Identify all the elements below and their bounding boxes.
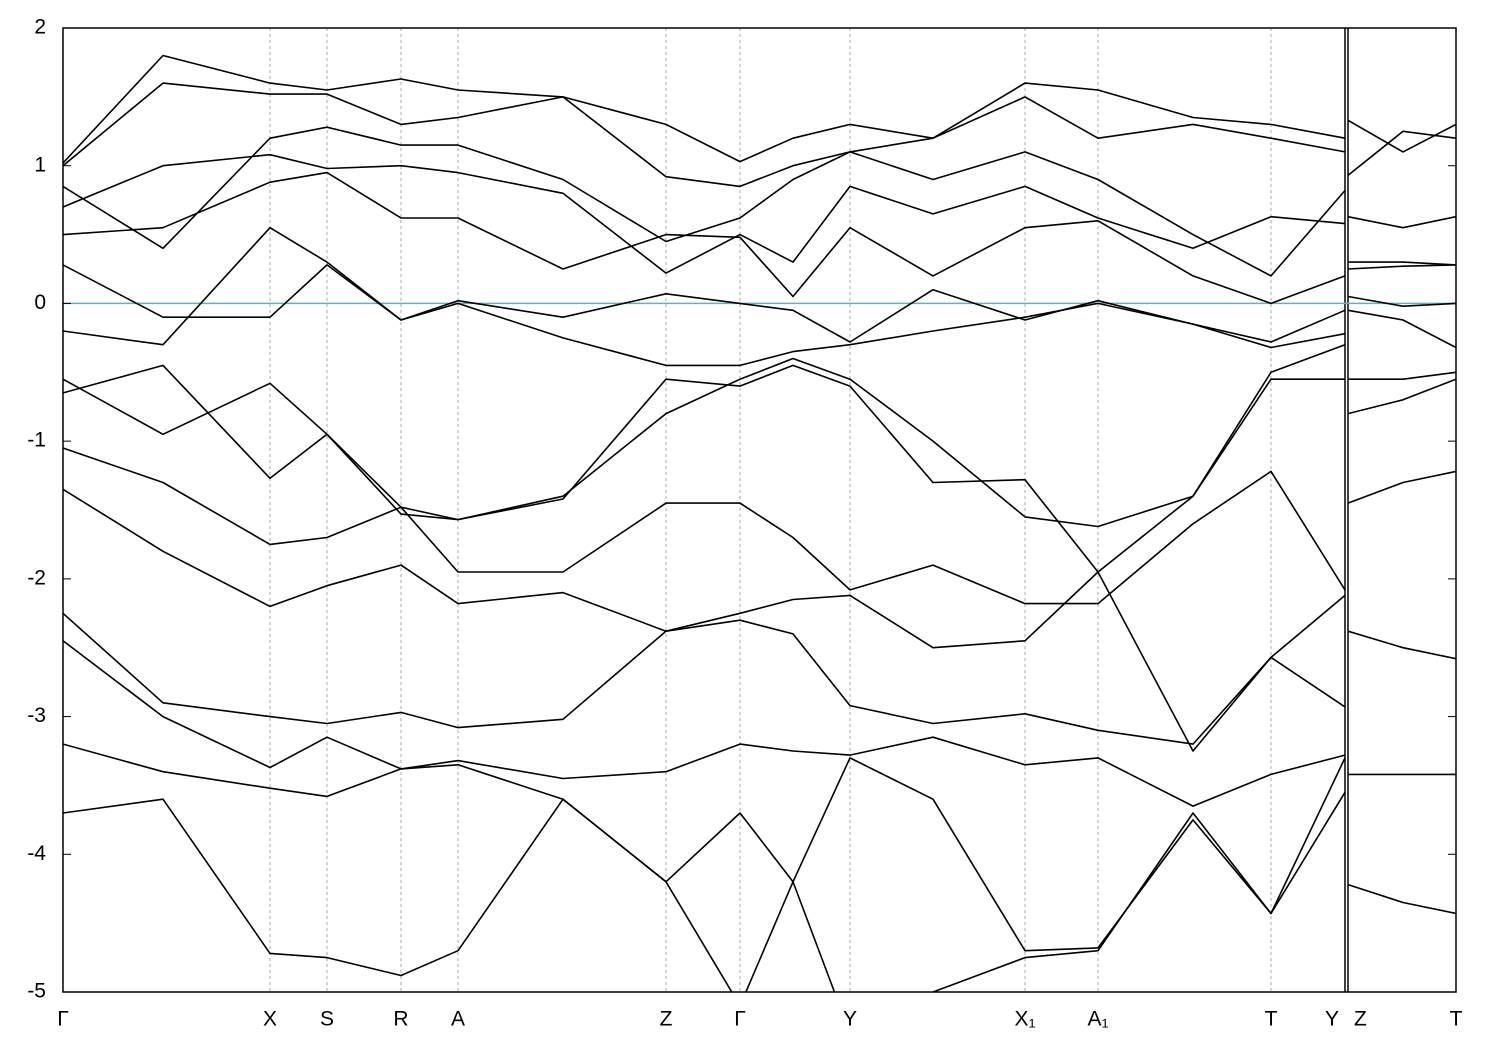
x-tick-label: S: [320, 1008, 334, 1031]
y-tick-label: -5: [27, 980, 46, 1003]
band: [63, 226, 1456, 367]
x-tick-label: Γ: [734, 1008, 746, 1031]
band: [63, 640, 1456, 915]
band: [63, 612, 1456, 776]
bands: [63, 54, 1456, 992]
x-tick-label: T: [1265, 1008, 1278, 1031]
grid: [62, 28, 1457, 992]
plot-frame: [62, 27, 1457, 993]
x-tick-label: X: [263, 1008, 277, 1031]
y-tick-label: 0: [34, 291, 46, 314]
band: [63, 264, 1456, 349]
y-tick-label: -2: [27, 566, 46, 589]
band: [63, 743, 1346, 952]
y-tick-label: 2: [34, 16, 46, 39]
x-tick-label: R: [393, 1008, 408, 1031]
x-tick-label: A₁: [1087, 1008, 1108, 1031]
band: [63, 126, 1456, 277]
band: [63, 54, 1456, 164]
y-tick-label: -1: [27, 429, 46, 452]
x-tick-label: Γ: [57, 1008, 69, 1031]
y-tick-label: 1: [34, 153, 46, 176]
band: [63, 82, 1456, 188]
band: [63, 343, 1456, 528]
y-tick-label: -3: [27, 704, 46, 727]
x-tick-label: X₁: [1014, 1008, 1035, 1031]
x-tick-label: Y: [1325, 1008, 1339, 1031]
x-tick-label: Z: [1354, 1008, 1367, 1031]
band: [63, 171, 1456, 305]
band: [63, 364, 1456, 573]
band: [63, 153, 1456, 274]
band: [63, 488, 1456, 752]
x-tick-label: Z: [660, 1008, 673, 1031]
band: [63, 447, 1456, 605]
y-tick-label: -4: [27, 842, 46, 865]
x-tick-label: Y: [843, 1008, 857, 1031]
x-tick-label: T: [1450, 1008, 1463, 1031]
x-tick-label: A: [451, 1008, 465, 1031]
band: [63, 757, 1346, 992]
